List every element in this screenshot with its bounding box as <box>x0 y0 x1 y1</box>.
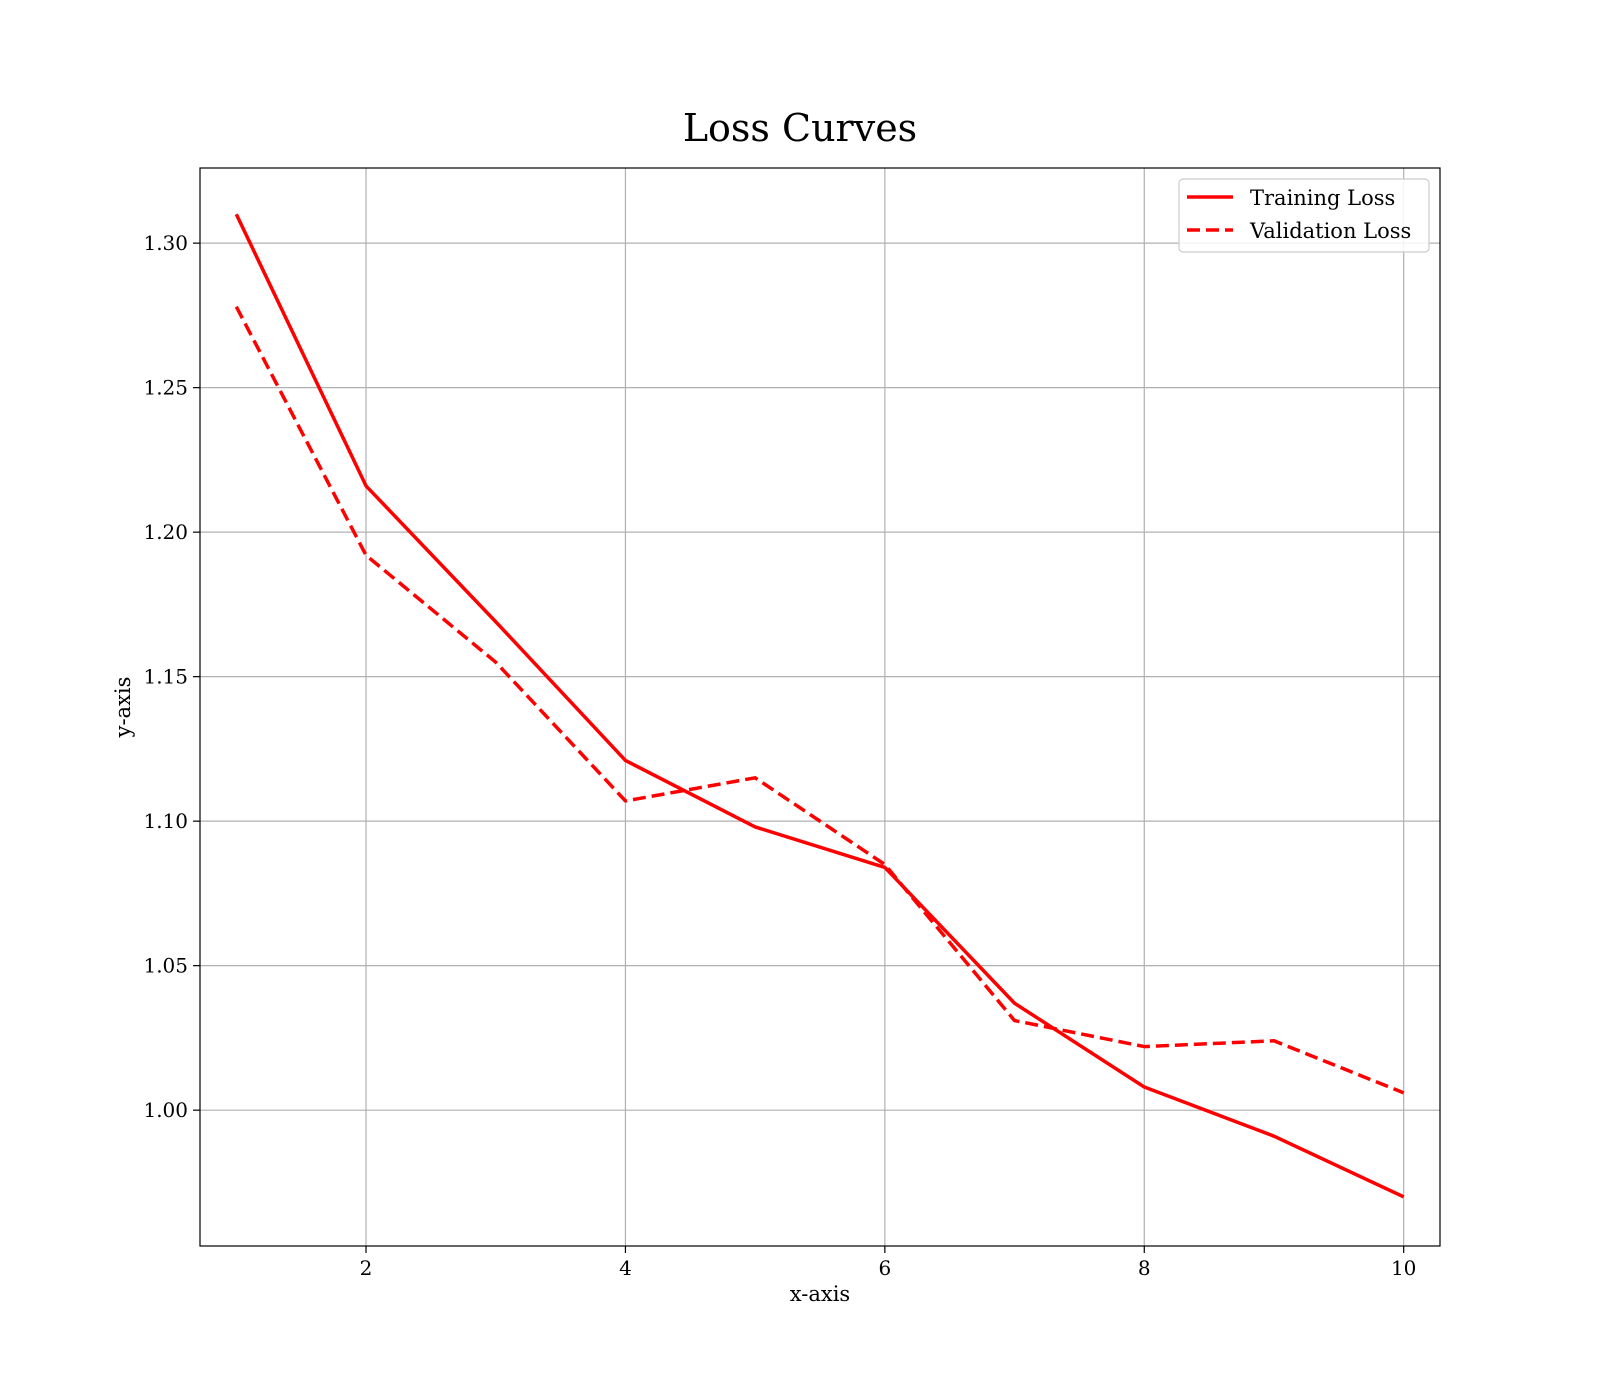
x-tick-label: 8 <box>1138 1256 1151 1280</box>
legend: Training Loss Validation Loss <box>1178 178 1430 253</box>
x-axis-label: x-axis <box>790 1282 850 1306</box>
legend-label-validation: Validation Loss <box>1249 219 1411 243</box>
series-lines <box>234 213 1405 1199</box>
y-tick-label: 1.15 <box>143 665 188 689</box>
axis-ticks: 2 4 6 8 10 1.00 1.05 1.10 1.15 1.20 1.25 1.30 <box>143 231 1416 1280</box>
y-tick-label: 1.10 <box>143 809 188 833</box>
y-tick-label: 1.05 <box>143 954 188 978</box>
x-tick-label: 6 <box>878 1256 891 1280</box>
x-tick-label: 2 <box>360 1256 373 1280</box>
y-tick-label: 1.25 <box>143 376 188 400</box>
x-tick-label: 10 <box>1391 1256 1416 1280</box>
grid <box>200 168 1440 1246</box>
y-tick-label: 1.00 <box>143 1098 188 1122</box>
chart-title: Loss Curves <box>683 106 917 150</box>
validation-loss-line <box>234 305 1405 1095</box>
legend-box <box>1178 178 1430 253</box>
x-tick-label: 4 <box>619 1256 632 1280</box>
y-tick-label: 1.30 <box>143 231 188 255</box>
plot-frame <box>199 167 1441 1247</box>
y-axis-label: y-axis <box>111 677 135 739</box>
legend-label-training: Training Loss <box>1250 186 1395 210</box>
training-loss-line <box>234 213 1405 1199</box>
y-tick-label: 1.20 <box>143 520 188 544</box>
